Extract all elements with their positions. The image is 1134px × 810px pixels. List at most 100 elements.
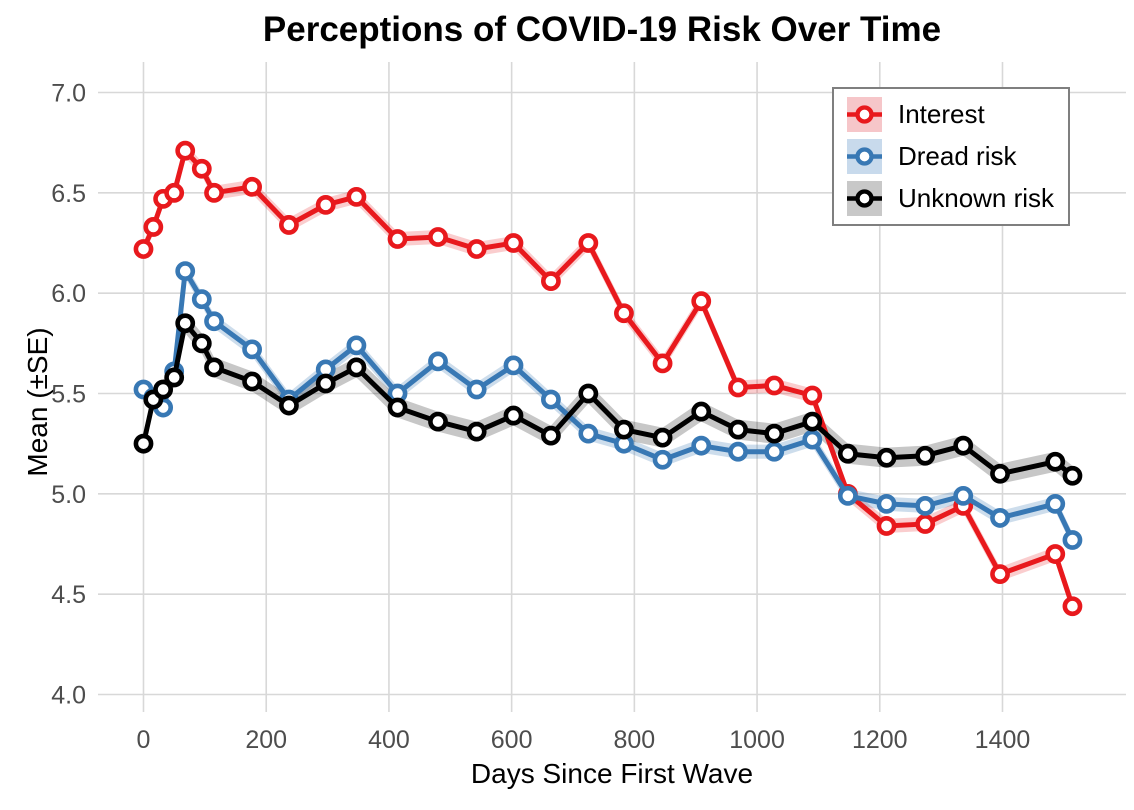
data-point-marker [802, 429, 823, 450]
data-point-marker [133, 239, 154, 259]
data-point-marker [764, 375, 785, 396]
data-point-marker [1062, 465, 1083, 486]
x-tick-label: 0 [137, 726, 151, 754]
data-point-marker [953, 485, 974, 506]
data-point-marker [466, 421, 487, 442]
data-point-marker [242, 339, 263, 360]
y-tick-label: 4.0 [51, 682, 86, 710]
data-point-marker [279, 215, 299, 235]
x-tick-label: 400 [368, 726, 410, 754]
data-point-marker [346, 357, 367, 378]
data-point-marker [1062, 596, 1083, 617]
data-point-marker [242, 176, 263, 197]
data-point-marker [876, 493, 897, 514]
data-point-marker [953, 435, 974, 456]
x-tick-label: 1200 [852, 726, 908, 754]
data-point-marker [466, 379, 487, 400]
data-point-marker [428, 411, 448, 432]
data-point-marker [990, 463, 1010, 484]
data-point-marker [1045, 451, 1066, 472]
data-point-marker [652, 353, 673, 374]
data-point-marker [175, 140, 196, 161]
data-point-marker [876, 516, 897, 536]
data-point-marker [466, 239, 487, 259]
data-point-marker [802, 411, 823, 432]
data-point-marker [1045, 493, 1066, 514]
data-point-marker [503, 405, 524, 426]
legend-item: Unknown risk [847, 181, 1068, 216]
legend-item: Dread risk [847, 139, 1068, 174]
data-point-marker [691, 435, 712, 456]
data-point-marker [346, 335, 367, 356]
data-point-marker [541, 425, 561, 446]
data-point-marker [503, 355, 524, 376]
x-tick-label: 1000 [729, 726, 785, 754]
data-point-marker [915, 495, 936, 516]
data-point-marker [915, 514, 936, 534]
legend-item-label: Unknown risk [898, 183, 1055, 213]
data-point-marker [153, 379, 174, 400]
y-tick-label: 5.0 [51, 481, 86, 509]
data-point-marker [175, 261, 196, 281]
data-point-marker [915, 445, 936, 466]
data-point-marker [652, 449, 673, 470]
data-point-marker [578, 423, 599, 444]
data-point-marker [578, 233, 599, 253]
data-point-marker [346, 186, 367, 207]
y-tick-label: 4.5 [51, 581, 86, 609]
data-point-marker [541, 271, 561, 292]
y-tick-label: 5.5 [51, 381, 86, 409]
data-point-marker [191, 289, 212, 310]
data-point-marker [133, 433, 154, 454]
legend-key-icon [847, 181, 882, 216]
data-point-marker [578, 383, 599, 404]
data-point-marker [614, 303, 634, 324]
x-tick-label: 200 [245, 726, 287, 754]
x-tick-label: 600 [491, 726, 533, 754]
data-point-marker [279, 395, 299, 416]
data-point-marker [652, 427, 673, 448]
data-point-marker [541, 389, 561, 410]
data-point-marker [315, 373, 336, 394]
legend-key-icon [847, 97, 882, 132]
series-ribbon-unknown-risk [143, 313, 1073, 486]
data-point-marker [204, 182, 224, 203]
data-point-marker [691, 291, 712, 312]
y-tick-label: 7.0 [51, 80, 86, 108]
data-point-marker [175, 313, 196, 334]
data-point-marker [164, 367, 185, 388]
data-point-marker [691, 401, 712, 422]
data-point-marker [191, 158, 212, 179]
data-point-marker [191, 333, 212, 354]
data-point-marker [242, 371, 263, 392]
x-axis-title: Days Since First Wave [470, 758, 754, 789]
data-point-marker [164, 182, 185, 203]
data-point-marker [764, 423, 785, 444]
data-point-marker [503, 233, 524, 253]
data-point-marker [614, 419, 634, 440]
data-point-marker [876, 447, 897, 468]
legend: Interest Dread risk Unknown risk [832, 87, 1070, 226]
legend-key-icon [847, 139, 882, 174]
data-point-marker [764, 441, 785, 462]
data-point-marker [204, 311, 224, 332]
data-point-marker [428, 227, 448, 247]
data-point-marker [428, 351, 448, 372]
y-tick-label: 6.0 [51, 280, 86, 308]
data-point-marker [728, 419, 748, 440]
y-tick-label: 6.5 [51, 180, 86, 208]
data-point-marker [315, 194, 336, 215]
chart-title: Perceptions of COVID-19 Risk Over Time [262, 10, 942, 49]
y-axis-title: Mean (±SE) [22, 327, 53, 477]
data-point-marker [990, 564, 1010, 585]
data-point-marker [990, 508, 1010, 528]
data-point-marker [1062, 530, 1083, 550]
data-point-marker [204, 357, 224, 378]
data-point-marker [387, 397, 408, 418]
data-point-marker [143, 217, 164, 237]
x-tick-label: 1400 [975, 726, 1031, 754]
legend-item: Interest [847, 97, 1068, 132]
data-point-marker [728, 441, 748, 462]
